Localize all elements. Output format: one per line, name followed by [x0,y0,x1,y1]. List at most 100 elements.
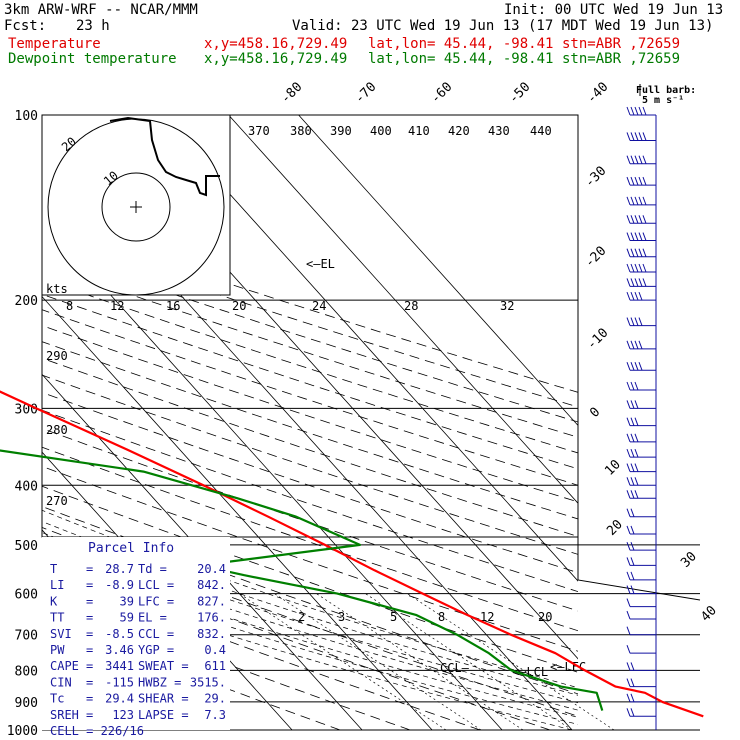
wind-barb-flag [630,248,635,257]
pressure-tick-label: 100 [15,109,38,124]
wind-barb-flag [634,278,639,287]
dewpoint-legend-xy: x,y=458.16,729.49 [204,51,348,67]
isotherm-line [42,373,363,730]
dewpoint-legend-station: stn=ABR ,72659 [562,51,681,67]
wind-barb-flag [634,490,639,499]
wind-barb-flag [626,463,631,472]
parcel-info-background [42,537,230,730]
wind-barb-flag [626,340,631,350]
pressure-tick-label: 200 [15,294,38,309]
theta-label: 380 [290,124,312,138]
lower-frame-edge [577,537,701,601]
parcel-equals: = [86,594,93,608]
wind-barb-flag [634,340,639,350]
wind-barb-flag [634,176,639,186]
parcel-info-panel: Parcel Info T = 28.7 Td = 20.4 LI = -8.9 LCL = 84… [42,537,230,738]
wind-barb-flag [642,278,647,287]
forecast-hour: 23 h [76,18,110,34]
wind-barb-flag [626,278,631,287]
isotherm-line [158,115,578,582]
wind-barb-flag [626,362,631,371]
theta-e-label: 280 [46,423,68,437]
dewpoint-legend-label: Dewpoint temperature [8,51,177,67]
wind-barb-flag [630,448,635,458]
parcel-key: LFC = [138,594,174,608]
mixing-ratio-label: 16 [166,299,180,313]
valid-time: Valid: 23 UTC Wed 19 Jun 13 (17 MDT Wed … [292,18,714,34]
wind-barb-flag [638,317,643,326]
mixing-ratio-label: 20 [538,610,552,624]
dry-adiabat [42,278,578,454]
parcel-value: -8.9 [105,578,134,592]
wind-barb-flag [630,557,635,566]
mixing-ratio-label: 12 [110,299,124,313]
isotherm-label: -80 [278,80,305,107]
wind-barb-flag [630,176,635,186]
parcel-key: Td = [138,562,167,576]
wind-barb-flag [626,626,631,635]
temperature-legend-station: stn=ABR ,72659 [562,36,681,52]
isotherm-line [228,115,578,504]
parcel-value: -8.5 [105,627,134,641]
parcel-key: SHEAR = [138,692,189,706]
parcel-value: 611 [204,659,226,673]
parcel-value: 29. [204,692,226,706]
wind-barb-flag [630,340,635,350]
parcel-value: -115 [105,675,134,689]
wind-barb-flag [626,541,631,551]
wind-barb [626,176,656,186]
wind-barb [626,155,656,165]
theta-label: 440 [530,124,552,138]
wind-barb [626,490,656,499]
wind-barb [626,463,656,473]
isotherm-line [42,295,433,730]
mixing-ratio-lines [239,593,615,731]
wind-barb [626,291,656,301]
mixing-ratio-label: 5 [390,610,397,624]
pressure-tick-label: 500 [15,539,38,554]
pressure-tick-label: 800 [15,664,38,679]
wind-barb-flag [626,477,631,486]
mixing-ratio-line [365,593,573,731]
parcel-equals: = [86,659,93,673]
level-marker: <—LCL [512,665,548,679]
wind-barb-flag [630,508,635,517]
mixing-ratio-label: 12 [480,610,494,624]
mixing-ratio-line [239,593,447,731]
wind-barb-flag [630,232,635,241]
hodograph: 10 20 kts [41,114,231,296]
wind-barb [626,417,656,427]
wind-barb-flag [626,571,631,581]
dry-adiabat [42,570,481,730]
wind-barb-flag [630,693,635,703]
wind-barb [626,362,656,371]
parcel-key: EL = [138,611,167,625]
mixing-ratio-label: 8 [438,610,445,624]
wind-barb-flag [626,598,631,607]
wind-barb-flag [630,155,635,164]
wind-barb-flag [626,448,631,458]
forecast-label: Fcst: [4,18,47,34]
wind-barb [626,132,656,141]
parcel-key: Tc [50,692,64,706]
wind-barb-flag [642,176,647,186]
wind-barb-flag [626,381,631,391]
mixing-ratio-label: 24 [312,299,326,313]
mixing-ratio-line [316,593,524,731]
wind-barb-flag [626,248,631,257]
mixing-ratio-label: 3 [338,610,345,624]
wind-barb-flag [630,106,635,116]
wind-barb-flag [626,263,631,273]
temperature-legend-latlon: lat,lon= 45.44, -98.41 [368,36,554,52]
isotherm-label: 0 [587,405,603,421]
theta-label: 390 [330,124,352,138]
dry-adiabat [42,548,551,730]
wind-barb-flag [638,132,643,141]
isotherm-label: -30 [582,164,609,191]
wind-barb [626,196,656,206]
wind-barb [626,678,656,688]
parcel-key: SVI [50,627,72,641]
sounding-traces [0,390,704,718]
parcel-info-title: Parcel Info [88,541,174,556]
wind-barb [626,400,656,409]
